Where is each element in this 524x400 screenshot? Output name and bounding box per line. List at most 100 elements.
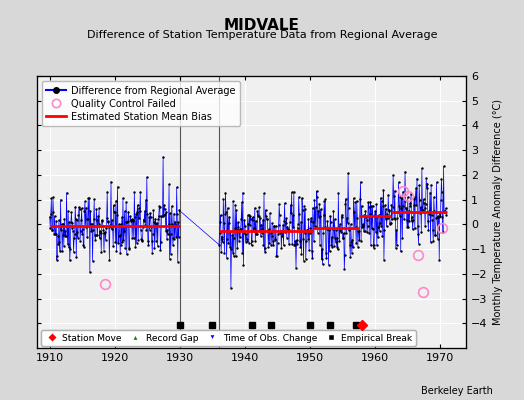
Point: [243, 238, 252, 244]
Point: [273, 252, 281, 259]
Point: [257, 222, 266, 228]
Point: [162, 236, 171, 242]
Point: [415, 182, 423, 188]
Point: [146, 214, 155, 220]
Point: [391, 245, 400, 252]
Point: [398, 235, 407, 242]
Point: [388, 216, 396, 223]
Point: [223, 236, 231, 242]
Point: [52, 218, 60, 224]
Point: [354, 243, 362, 250]
Point: [364, 223, 372, 229]
Point: [279, 222, 287, 228]
Point: [442, 211, 451, 218]
Point: [171, 222, 180, 228]
Point: [54, 217, 63, 223]
Point: [72, 254, 81, 260]
Point: [134, 237, 143, 244]
Point: [276, 212, 284, 218]
Point: [413, 222, 422, 229]
Point: [84, 223, 93, 230]
Point: [106, 221, 115, 228]
Point: [220, 250, 228, 256]
Point: [315, 200, 323, 207]
Point: [112, 247, 121, 254]
Point: [161, 211, 169, 217]
Point: [387, 220, 395, 227]
Point: [430, 208, 439, 214]
Point: [62, 233, 70, 240]
Point: [116, 250, 124, 256]
Point: [323, 226, 331, 232]
Point: [249, 228, 258, 234]
Point: [158, 213, 166, 220]
Point: [249, 216, 257, 223]
Point: [252, 231, 260, 237]
Point: [251, 238, 259, 244]
Point: [128, 234, 136, 241]
Point: [231, 202, 239, 208]
Point: [411, 225, 419, 232]
Point: [318, 256, 326, 262]
Point: [95, 205, 103, 212]
Point: [367, 242, 375, 249]
Point: [362, 214, 370, 220]
Point: [336, 221, 344, 228]
Point: [357, 238, 365, 244]
Point: [243, 236, 251, 242]
Point: [143, 174, 151, 180]
Point: [263, 216, 271, 222]
Point: [112, 198, 120, 204]
Point: [366, 211, 374, 217]
Point: [425, 211, 433, 218]
Point: [218, 236, 226, 242]
Point: [426, 189, 434, 196]
Point: [270, 223, 278, 229]
Point: [69, 249, 78, 255]
Point: [397, 205, 406, 211]
Point: [386, 220, 394, 226]
Point: [165, 181, 173, 188]
Point: [255, 204, 263, 210]
Point: [248, 214, 257, 220]
Point: [372, 229, 380, 235]
Point: [271, 236, 280, 242]
Point: [101, 228, 109, 235]
Point: [351, 198, 359, 205]
Point: [228, 232, 236, 238]
Point: [216, 212, 225, 218]
Point: [268, 220, 276, 226]
Point: [421, 200, 430, 207]
Point: [130, 189, 138, 196]
Point: [427, 182, 435, 188]
Point: [108, 223, 117, 230]
Point: [261, 207, 270, 213]
Point: [259, 217, 267, 223]
Point: [216, 218, 224, 225]
Point: [288, 241, 297, 248]
Point: [330, 216, 339, 222]
Point: [375, 228, 384, 234]
Point: [168, 203, 176, 210]
Point: [242, 238, 250, 245]
Point: [140, 218, 148, 224]
Point: [314, 213, 323, 220]
Point: [292, 237, 301, 243]
Point: [137, 236, 146, 242]
Point: [269, 242, 277, 248]
Point: [303, 227, 311, 234]
Point: [46, 214, 54, 220]
Point: [160, 206, 169, 212]
Point: [120, 228, 128, 234]
Point: [402, 204, 410, 211]
Point: [254, 213, 263, 219]
Point: [128, 218, 137, 225]
Point: [381, 202, 389, 209]
Point: [156, 247, 165, 253]
Point: [118, 239, 127, 245]
Point: [103, 189, 112, 195]
Point: [133, 208, 141, 215]
Point: [323, 218, 332, 224]
Point: [272, 253, 281, 260]
Point: [338, 211, 346, 218]
